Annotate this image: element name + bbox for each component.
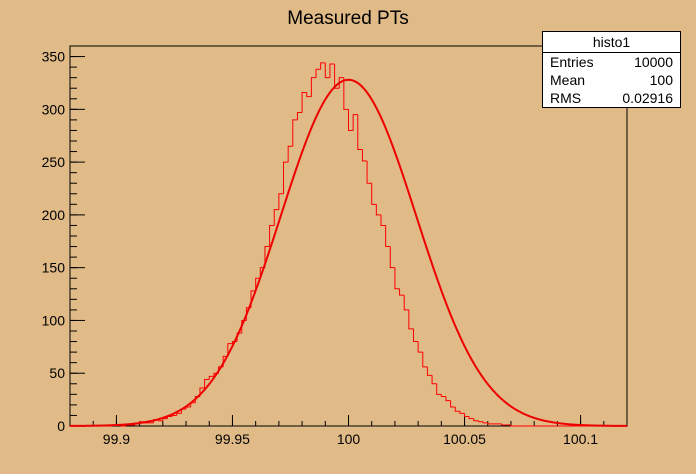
histogram-bin bbox=[473, 418, 479, 422]
stats-label: Entries bbox=[550, 54, 594, 70]
histogram-bin bbox=[394, 267, 400, 290]
histogram-bin bbox=[510, 424, 516, 427]
histogram-bin bbox=[287, 145, 293, 163]
histogram-bin bbox=[459, 411, 465, 414]
histogram-bin bbox=[385, 225, 391, 248]
histogram-bin bbox=[283, 161, 289, 194]
histogram-bin bbox=[315, 68, 321, 78]
y-tick-label: 150 bbox=[42, 260, 66, 276]
x-tick-label: 99.9 bbox=[103, 431, 130, 447]
stats-row-rms: RMS 0.02916 bbox=[543, 89, 680, 107]
fit-curve bbox=[69, 78, 628, 427]
histogram-bin bbox=[389, 246, 395, 269]
y-tick-label: 200 bbox=[42, 207, 66, 223]
histogram-bin bbox=[468, 416, 474, 420]
histogram-bin bbox=[501, 423, 507, 426]
histogram-bin bbox=[208, 375, 214, 380]
histogram-bin bbox=[436, 383, 442, 395]
histogram-bin bbox=[185, 406, 191, 410]
histogram-bin bbox=[380, 214, 386, 226]
x-tick-label: 100.1 bbox=[563, 431, 598, 447]
stats-value: 0.02916 bbox=[622, 90, 673, 106]
histogram-bin bbox=[320, 62, 326, 70]
histogram-bin bbox=[329, 63, 335, 78]
histogram-series bbox=[70, 62, 627, 427]
y-axis: 0 50 100 150 200 250 300 350 bbox=[42, 45, 85, 434]
histogram-bin bbox=[464, 413, 470, 417]
y-tick-label: 250 bbox=[42, 154, 66, 170]
histogram-bin bbox=[352, 114, 358, 131]
stats-row-entries: Entries 10000 bbox=[543, 53, 680, 71]
y-tick-label: 50 bbox=[49, 365, 65, 381]
histogram-bin bbox=[371, 183, 377, 205]
histogram-bin bbox=[296, 112, 303, 120]
histogram-bin bbox=[204, 379, 210, 388]
stats-label: Mean bbox=[550, 72, 586, 88]
histogram-bin bbox=[162, 418, 168, 421]
histogram-bin bbox=[227, 343, 233, 357]
histogram-bin bbox=[292, 119, 298, 147]
histogram-bin bbox=[482, 421, 488, 424]
histogram-bin bbox=[454, 407, 460, 412]
histogram-bin bbox=[422, 352, 428, 368]
stats-row-mean: Mean 100 bbox=[543, 71, 680, 89]
histogram-bin bbox=[440, 394, 446, 397]
x-tick-label: 99.95 bbox=[215, 431, 250, 447]
histogram-bin bbox=[487, 422, 493, 425]
histogram-bin bbox=[236, 332, 242, 342]
histogram-bin bbox=[273, 209, 279, 226]
histogram-bin bbox=[324, 62, 330, 79]
histogram-bin bbox=[176, 412, 182, 416]
histogram-bin bbox=[269, 224, 275, 247]
histogram-bin bbox=[431, 375, 437, 385]
histogram-bin bbox=[477, 420, 484, 423]
histogram-bin bbox=[255, 277, 261, 291]
y-tick-label: 300 bbox=[42, 101, 66, 117]
x-tick-label: 100 bbox=[337, 431, 361, 447]
histogram-bin bbox=[306, 92, 312, 98]
histogram-bin bbox=[408, 309, 414, 330]
histogram-bin bbox=[417, 341, 423, 353]
stats-title: histo1 bbox=[543, 32, 680, 53]
histogram-bin bbox=[361, 149, 368, 162]
stats-box: histo1 Entries 10000 Mean 100 RMS 0.0291… bbox=[542, 31, 681, 108]
y-tick-label: 100 bbox=[42, 312, 66, 328]
histogram-bin bbox=[348, 109, 354, 131]
histogram-bin bbox=[264, 246, 270, 268]
histogram-bin bbox=[399, 288, 405, 296]
histogram-bin bbox=[412, 328, 419, 343]
histogram-bin bbox=[450, 400, 456, 408]
histogram-bin bbox=[445, 396, 451, 402]
x-tick-label: 100.05 bbox=[443, 431, 486, 447]
y-tick-label: 0 bbox=[57, 418, 65, 434]
histogram-bin bbox=[403, 295, 409, 311]
histogram-bin bbox=[301, 91, 307, 113]
histogram-bin bbox=[343, 77, 349, 110]
histogram-bin bbox=[310, 77, 317, 97]
histogram-bin bbox=[338, 77, 344, 89]
histogram-bin bbox=[366, 161, 372, 184]
histogram-bin bbox=[375, 204, 381, 216]
chart-title: Measured PTs bbox=[287, 8, 408, 29]
stats-value: 10000 bbox=[634, 54, 673, 70]
histogram-bin bbox=[357, 114, 363, 150]
histogram-bin bbox=[278, 193, 284, 210]
histogram-bin bbox=[171, 414, 177, 417]
x-axis: 99.9 99.95 100 100.05 100.1 bbox=[69, 415, 628, 447]
y-tick-label: 350 bbox=[42, 49, 66, 65]
gaussian-fit bbox=[69, 78, 628, 427]
stats-value: 100 bbox=[649, 72, 673, 88]
stats-label: RMS bbox=[550, 90, 582, 106]
histogram-bin bbox=[426, 366, 433, 376]
